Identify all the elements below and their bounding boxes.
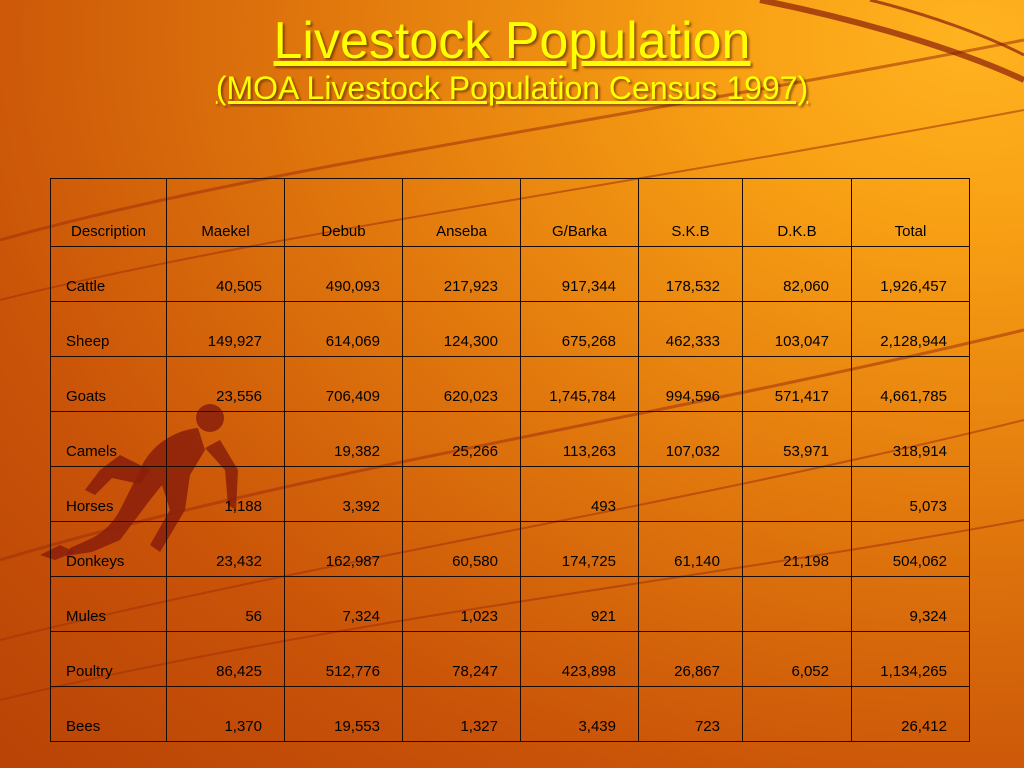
table-cell: 706,409 <box>284 356 403 412</box>
table-row: Donkeys 23,432 162,987 60,580 174,725 61… <box>50 521 970 577</box>
table-cell: 19,553 <box>284 686 403 742</box>
table-cell: 26,867 <box>638 631 743 687</box>
table-cell <box>402 466 521 522</box>
table-cell: 493 <box>520 466 639 522</box>
table-row: Mules 56 7,324 1,023 921 9,324 <box>50 576 970 632</box>
table-cell: 19,382 <box>284 411 403 467</box>
swoosh-band <box>759 0 1024 83</box>
table-cell: 7,324 <box>284 576 403 632</box>
row-label: Donkeys <box>50 521 167 577</box>
title-block: Livestock Population (MOA Livestock Popu… <box>0 10 1024 106</box>
table-cell <box>742 686 852 742</box>
table-cell: 21,198 <box>742 521 852 577</box>
table-cell: 178,532 <box>638 246 743 302</box>
table-cell: 921 <box>520 576 639 632</box>
row-label: Horses <box>50 466 167 522</box>
table-cell <box>638 576 743 632</box>
table-row: Sheep 149,927 614,069 124,300 675,268 46… <box>50 301 970 357</box>
table-cell <box>742 466 852 522</box>
table-row: Goats 23,556 706,409 620,023 1,745,784 9… <box>50 356 970 412</box>
table-cell: 1,134,265 <box>851 631 970 687</box>
table-cell <box>638 466 743 522</box>
header-skb: S.K.B <box>638 178 743 247</box>
table-cell: 23,432 <box>166 521 285 577</box>
table-cell: 571,417 <box>742 356 852 412</box>
table-cell: 26,412 <box>851 686 970 742</box>
row-label: Goats <box>50 356 167 412</box>
slide-title: Livestock Population <box>273 12 751 70</box>
row-label: Bees <box>50 686 167 742</box>
row-label: Mules <box>50 576 167 632</box>
table-cell: 174,725 <box>520 521 639 577</box>
table-cell: 4,661,785 <box>851 356 970 412</box>
table-cell: 2,128,944 <box>851 301 970 357</box>
table-cell: 9,324 <box>851 576 970 632</box>
table-cell <box>166 411 285 467</box>
table-cell: 82,060 <box>742 246 852 302</box>
header-description: Description <box>50 178 167 247</box>
header-maekel: Maekel <box>166 178 285 247</box>
table-cell: 1,370 <box>166 686 285 742</box>
table-row: Horses 1,188 3,392 493 5,073 <box>50 466 970 522</box>
table-row: Cattle 40,505 490,093 217,923 917,344 17… <box>50 246 970 302</box>
table-cell: 620,023 <box>402 356 521 412</box>
table-cell: 60,580 <box>402 521 521 577</box>
table-cell: 3,439 <box>520 686 639 742</box>
table-cell: 107,032 <box>638 411 743 467</box>
table-cell: 917,344 <box>520 246 639 302</box>
table-cell: 512,776 <box>284 631 403 687</box>
header-gbarka: G/Barka <box>520 178 639 247</box>
table-cell: 53,971 <box>742 411 852 467</box>
table-row: Bees 1,370 19,553 1,327 3,439 723 26,412 <box>50 686 970 742</box>
table-cell: 113,263 <box>520 411 639 467</box>
table-cell: 103,047 <box>742 301 852 357</box>
table-row: Camels 19,382 25,266 113,263 107,032 53,… <box>50 411 970 467</box>
table-cell: 61,140 <box>638 521 743 577</box>
header-anseba: Anseba <box>402 178 521 247</box>
row-label: Cattle <box>50 246 167 302</box>
table-cell: 217,923 <box>402 246 521 302</box>
row-label: Poultry <box>50 631 167 687</box>
table-cell: 994,596 <box>638 356 743 412</box>
table-cell: 423,898 <box>520 631 639 687</box>
table-cell: 1,023 <box>402 576 521 632</box>
table-cell: 56 <box>166 576 285 632</box>
livestock-table: Description Maekel Debub Anseba G/Barka … <box>50 178 970 742</box>
table-cell: 462,333 <box>638 301 743 357</box>
table-cell: 23,556 <box>166 356 285 412</box>
table-cell: 1,926,457 <box>851 246 970 302</box>
table-cell: 78,247 <box>402 631 521 687</box>
row-label: Camels <box>50 411 167 467</box>
table-cell: 1,745,784 <box>520 356 639 412</box>
table-cell: 1,188 <box>166 466 285 522</box>
table-cell: 675,268 <box>520 301 639 357</box>
table-cell: 124,300 <box>402 301 521 357</box>
table-cell: 3,392 <box>284 466 403 522</box>
header-dkb: D.K.B <box>742 178 852 247</box>
table-cell: 86,425 <box>166 631 285 687</box>
header-total: Total <box>851 178 970 247</box>
slide-subtitle: (MOA Livestock Population Census 1997) <box>215 70 809 106</box>
swoosh-band <box>869 0 1024 57</box>
table-cell: 504,062 <box>851 521 970 577</box>
table-cell <box>742 576 852 632</box>
table-cell: 490,093 <box>284 246 403 302</box>
table-cell: 162,987 <box>284 521 403 577</box>
table-cell: 723 <box>638 686 743 742</box>
table-cell: 318,914 <box>851 411 970 467</box>
table-cell: 6,052 <box>742 631 852 687</box>
table-cell: 149,927 <box>166 301 285 357</box>
table-cell: 1,327 <box>402 686 521 742</box>
table-row: Poultry 86,425 512,776 78,247 423,898 26… <box>50 631 970 687</box>
table-cell: 25,266 <box>402 411 521 467</box>
table-header-row: Description Maekel Debub Anseba G/Barka … <box>50 178 970 247</box>
table-cell: 614,069 <box>284 301 403 357</box>
table-cell: 5,073 <box>851 466 970 522</box>
header-debub: Debub <box>284 178 403 247</box>
table-cell: 40,505 <box>166 246 285 302</box>
row-label: Sheep <box>50 301 167 357</box>
